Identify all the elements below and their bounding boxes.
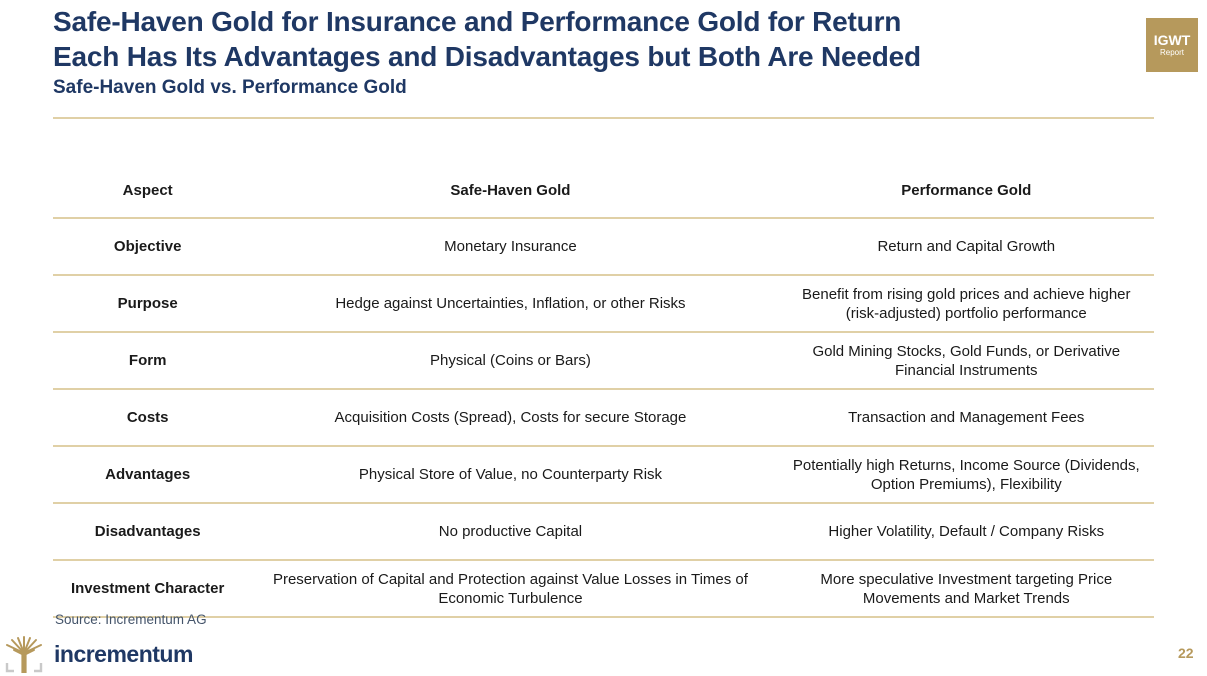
title-line-2: Each Has Its Advantages and Disadvantage…	[53, 41, 921, 72]
performance-cell: Benefit from rising gold prices and achi…	[802, 285, 1131, 322]
badge-title: IGWT	[1153, 32, 1191, 48]
slide-title: Safe-Haven Gold for Insurance and Perfor…	[53, 4, 921, 74]
table-row-advantages: Advantages Physical Store of Value, no C…	[53, 446, 1154, 503]
table-row-form: Form Physical (Coins or Bars) Gold Minin…	[53, 332, 1154, 389]
incrementum-wordmark: incrementum	[54, 641, 193, 667]
row-label: Costs	[126, 409, 169, 426]
table-row-disadvantages: Disadvantages No productive Capital High…	[53, 503, 1154, 560]
source-note: Source: Incrementum AG	[55, 612, 207, 627]
badge-subtitle: Report	[1159, 48, 1184, 57]
page-number: 22	[1178, 645, 1194, 661]
performance-cell: Potentially high Returns, Income Source …	[792, 456, 1140, 493]
performance-cell: Transaction and Management Fees	[848, 409, 1085, 426]
igwt-report-badge: IGWT Report	[1146, 18, 1198, 72]
table-header-row: Aspect Safe-Haven Gold Performance Gold	[53, 118, 1154, 218]
column-header-performance-gold: Performance Gold	[901, 182, 1032, 199]
row-label: Objective	[113, 238, 182, 255]
row-label: Disadvantages	[94, 523, 201, 540]
title-line-1: Safe-Haven Gold for Insurance and Perfor…	[53, 6, 902, 37]
safe-haven-cell: Acquisition Costs (Spread), Costs for se…	[334, 409, 687, 426]
column-header-aspect: Aspect	[122, 182, 173, 199]
row-label: Form	[128, 352, 167, 369]
slide-subtitle: Safe-Haven Gold vs. Performance Gold	[53, 77, 407, 98]
row-label: Advantages	[105, 466, 191, 483]
table-row-investment-character: Investment Character Preservation of Cap…	[53, 560, 1154, 617]
comparison-table: Aspect Safe-Haven Gold Performance Gold …	[53, 117, 1154, 618]
row-label: Investment Character	[70, 580, 225, 597]
performance-cell: More speculative Investment targeting Pr…	[820, 570, 1113, 607]
row-label: Purpose	[117, 295, 178, 312]
safe-haven-cell: Preservation of Capital and Protection a…	[272, 570, 748, 607]
safe-haven-cell: Monetary Insurance	[444, 238, 577, 255]
safe-haven-cell: No productive Capital	[438, 523, 583, 540]
safe-haven-cell: Physical Store of Value, no Counterparty…	[358, 466, 663, 483]
performance-cell: Higher Volatility, Default / Company Ris…	[828, 523, 1105, 540]
table-row-costs: Costs Acquisition Costs (Spread), Costs …	[53, 389, 1154, 446]
table-row-purpose: Purpose Hedge against Uncertainties, Inf…	[53, 275, 1154, 332]
column-header-safe-haven-gold: Safe-Haven Gold	[450, 182, 571, 199]
incrementum-logo: incrementum	[4, 636, 193, 673]
table-row-objective: Objective Monetary Insurance Return and …	[53, 218, 1154, 275]
safe-haven-cell: Hedge against Uncertainties, Inflation, …	[335, 295, 686, 312]
incrementum-tree-icon	[5, 636, 43, 673]
safe-haven-cell: Physical (Coins or Bars)	[430, 352, 591, 369]
performance-cell: Return and Capital Growth	[877, 238, 1056, 255]
performance-cell: Gold Mining Stocks, Gold Funds, or Deriv…	[812, 342, 1121, 379]
